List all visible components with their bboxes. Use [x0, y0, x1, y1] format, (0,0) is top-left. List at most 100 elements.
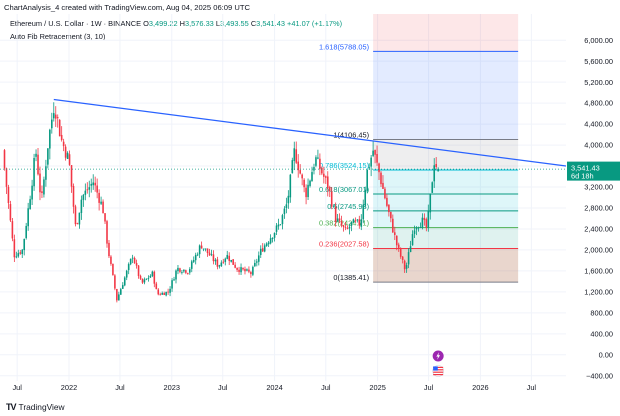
- candle-body: [163, 292, 165, 296]
- trendline-layer[interactable]: [53, 98, 567, 167]
- candle-body: [169, 288, 171, 293]
- candle-body: [187, 273, 189, 274]
- candle-body: [325, 176, 327, 178]
- candle-body: [425, 219, 428, 228]
- x-axis[interactable]: Jul 2022 Jul 2023 Jul 2024 Jul 2025 Jul 2026 Jul: [12, 383, 536, 392]
- candle-body: [54, 114, 57, 119]
- y-tick-label: 400.00: [590, 329, 613, 338]
- candle-body: [15, 256, 18, 258]
- candle-body: [159, 294, 162, 296]
- candle-body: [17, 253, 20, 257]
- candle-body: [21, 249, 24, 255]
- candle-body: [70, 165, 73, 187]
- candle-body: [194, 254, 197, 261]
- y-tick-label: 2,400.00: [584, 225, 613, 234]
- candle-body: [346, 228, 349, 229]
- y-tick-label: 1,200.00: [584, 287, 613, 296]
- candle-body: [301, 174, 303, 179]
- candle-body: [368, 167, 370, 169]
- flag-stripe: [433, 369, 444, 371]
- candle-body: [319, 158, 321, 170]
- candle-body: [244, 268, 246, 272]
- candle-body: [257, 255, 260, 262]
- candle-body: [358, 219, 361, 226]
- legend-ohlc-row: Ethereum / U.S. Dollar · 1W · BINANCE O3…: [10, 18, 342, 31]
- chart-legend: Ethereum / U.S. Dollar · 1W · BINANCE O3…: [10, 18, 342, 43]
- candle-body: [348, 226, 351, 229]
- candle-body: [131, 257, 134, 259]
- candle-body: [181, 272, 183, 273]
- candle-body: [350, 221, 353, 226]
- candle-body: [96, 185, 98, 193]
- candle-body: [147, 278, 150, 279]
- candle-body: [386, 197, 388, 206]
- candle-body: [31, 185, 33, 200]
- fib-level-label: 0(1385.41): [333, 273, 369, 282]
- fib-zone: [373, 193, 519, 211]
- candle-body: [11, 221, 14, 239]
- symbol-title[interactable]: Ethereum / U.S. Dollar · 1W · BINANCE: [10, 19, 142, 28]
- x-tick-label: Jul: [321, 383, 331, 392]
- candle-body: [82, 194, 85, 200]
- candle-body: [415, 227, 418, 230]
- fib-retracement[interactable]: 0(1385.41) 0.236(2027.58) 0.382(2424.71) 0.…: [319, 14, 519, 283]
- candle-body: [133, 257, 136, 264]
- x-tick-label: 2024: [266, 383, 282, 392]
- candle-body: [88, 187, 91, 190]
- candle-body: [263, 245, 266, 252]
- candle-body: [139, 275, 142, 279]
- candle-body: [338, 218, 341, 221]
- candle-body: [137, 265, 140, 276]
- indicator-title[interactable]: Auto Fib Retracement (3, 10): [10, 31, 106, 41]
- candle-body: [366, 169, 368, 191]
- candle-body: [60, 134, 63, 141]
- candle-body: [413, 230, 416, 234]
- x-tick-label: 2022: [61, 383, 77, 392]
- candle-body: [98, 192, 100, 203]
- candle-body: [342, 225, 345, 227]
- candle-body: [362, 204, 365, 220]
- candle-body: [254, 262, 256, 267]
- candle-body: [384, 188, 386, 199]
- candle-body: [94, 182, 96, 186]
- y-axis[interactable]: −400.00 0.00 400.00 800.00 1,200.00 1,600.00 2…: [567, 36, 620, 381]
- candle-body: [269, 238, 272, 244]
- footer-brand[interactable]: TV TradingView: [6, 402, 65, 412]
- y-tick-label: 6,000.00: [584, 36, 613, 45]
- x-tick-label: Jul: [12, 383, 22, 392]
- candle-body: [116, 289, 118, 301]
- candle-body: [123, 277, 126, 286]
- candle-body: [307, 184, 309, 198]
- candle-body: [157, 289, 160, 295]
- candle-body: [419, 226, 422, 228]
- x-tick-label: 2026: [472, 383, 488, 392]
- candle-body: [23, 238, 26, 251]
- y-tick-label: −400.00: [586, 371, 613, 380]
- candle-body: [56, 117, 59, 119]
- fib-level-label: 0.382(2424.71): [319, 219, 369, 228]
- candle-body: [64, 146, 67, 158]
- high-label: H: [179, 19, 186, 28]
- candle-body: [92, 182, 95, 186]
- candle-body: [382, 182, 384, 189]
- candle-body: [246, 269, 248, 271]
- candle-body: [9, 204, 12, 221]
- candle-body: [334, 206, 337, 222]
- candle-body: [240, 267, 242, 273]
- y-tick-label: 4,400.00: [584, 120, 613, 129]
- candle-body: [323, 173, 325, 177]
- y-tick-label: 5,600.00: [584, 57, 613, 66]
- y-tick-label: 800.00: [590, 308, 613, 317]
- candle-body: [248, 269, 250, 272]
- fib-zone: [373, 170, 519, 194]
- candle-body: [317, 157, 319, 159]
- candle-body: [29, 199, 31, 210]
- candle-body: [218, 265, 221, 267]
- x-tick-label: Jul: [218, 383, 228, 392]
- candle-body: [51, 119, 53, 129]
- candle-body: [104, 213, 106, 222]
- candle-body: [291, 160, 294, 174]
- candle-body: [25, 225, 27, 239]
- candle-body: [214, 259, 217, 262]
